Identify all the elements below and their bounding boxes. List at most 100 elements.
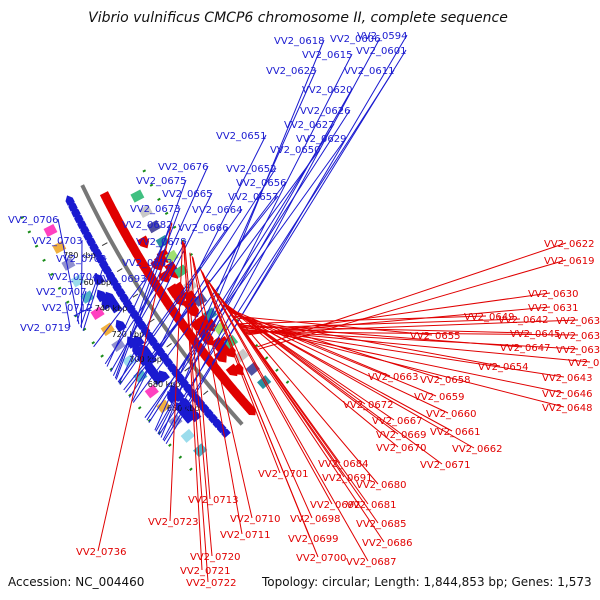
label-leader-line [210, 285, 379, 524]
forward-gene-label: VV2_0702 [56, 254, 107, 265]
forward-gene-label: VV2_0611 [344, 66, 395, 77]
tick-label: 760 kbp [78, 278, 111, 287]
forward-gene-label: VV2_0594 [357, 31, 408, 42]
tick-label: 720 kbp [112, 330, 145, 339]
label-leader-line [114, 179, 187, 379]
forward-gene-label: VV2_0626 [300, 106, 351, 117]
reverse-gene-label: VV2_0622 [544, 239, 595, 250]
reverse-gene-label: VV2_0660 [426, 409, 477, 420]
tick-mark [132, 293, 139, 298]
reverse-gene-label: VV2_0658 [420, 375, 471, 386]
forward-gene-label: VV2_0704 [48, 272, 99, 283]
reverse-gene-label: VV2_0692 [310, 500, 361, 511]
feature-block [164, 249, 179, 264]
feature-block [43, 223, 58, 237]
forward-gene-arrow [104, 291, 116, 305]
reverse-gene-label: VV2_0736 [76, 547, 127, 558]
reverse-gene-label: VV2_0661 [430, 427, 481, 438]
label-leader-line [76, 290, 87, 322]
reverse-gene-label: VV2_0632 [556, 316, 600, 327]
feature-block [144, 384, 159, 399]
forward-gene-arrow [167, 362, 178, 373]
label-leader-line [97, 222, 173, 552]
feature-block [80, 290, 95, 304]
label-leader-line [245, 319, 579, 334]
reverse-gene-label: VV2_0686 [362, 538, 413, 549]
label-leader-line [200, 268, 281, 474]
label-leader-line [82, 257, 107, 331]
reverse-gene-label: VV2_0710 [230, 514, 281, 525]
label-leader-line [110, 240, 187, 373]
reverse-gene-label: VV2_0646 [542, 389, 593, 400]
forward-gene-label: VV2_0703 [32, 236, 83, 247]
forward-gene-arrow [175, 372, 185, 383]
feature-block [193, 443, 208, 458]
reverse-gene-label: VV2_0698 [290, 514, 341, 525]
forward-gene-label: VV2_0623 [266, 66, 317, 77]
label-leader-line [57, 218, 80, 325]
reverse-gene-labels: VV2_0622 VV2_0619 VV2_0630 VV2_0631 VV2_0649… [76, 222, 600, 589]
forward-gene-label: VV2_0683 [122, 258, 173, 269]
genome-rings [19, 157, 290, 472]
label-leader-line [184, 244, 213, 557]
forward-gene-arrow [212, 418, 223, 429]
reverse-gene-label: VV2_0631 [528, 303, 579, 314]
feature-block [90, 306, 105, 321]
feature-block [180, 428, 195, 443]
label-leader-line [117, 226, 229, 383]
reverse-gene-label: VV2_0639 [568, 358, 600, 369]
forward-gene-label: VV2_0673 [130, 204, 181, 215]
forward-gene-arrow [115, 319, 127, 333]
reverse-gene-label: VV2_0713 [188, 495, 239, 506]
map-title: Vibrio vulnificus CMCP6 chromosome II, c… [88, 10, 508, 26]
tick-mark [184, 367, 190, 372]
reverse-gene-label: VV2_0662 [452, 444, 503, 455]
label-leader-line [215, 291, 379, 485]
label-leader-line [80, 239, 83, 329]
forward-gene-label: VV2_0652 [226, 164, 277, 175]
reverse-gene-label: VV2_0655 [410, 331, 461, 342]
label-leader-line [162, 37, 381, 441]
reverse-gene-arrow [99, 191, 111, 202]
reverse-gene-label: VV2_0721 [180, 566, 231, 577]
label-leader-line [132, 148, 321, 403]
accession-label: Accession: NC_004460 [8, 575, 144, 589]
label-leader-line [233, 315, 433, 336]
forward-gene-label: VV2_0676 [158, 162, 209, 173]
label-leader-line [240, 325, 565, 394]
forward-gene-label: VV2_0650 [270, 145, 321, 156]
tick-mark [116, 268, 123, 273]
label-leader-line [234, 316, 501, 367]
tick-mark [101, 242, 108, 246]
label-leader-line [257, 242, 567, 348]
feature-block [61, 257, 76, 271]
label-leader-line [104, 261, 173, 365]
reverse-gene-label: VV2_0711 [220, 530, 271, 541]
forward-gene-label: VV2_0664 [192, 205, 243, 216]
label-leader-line [148, 109, 351, 423]
label-leader-line [106, 223, 173, 367]
forward-gene-arrow [217, 423, 227, 434]
forward-gene-arrow [204, 408, 214, 419]
forward-gene-arrow [132, 344, 144, 357]
label-leader-line [128, 167, 277, 398]
label-leader-line [73, 306, 93, 317]
forward-gene-label: VV2_0666 [178, 223, 229, 234]
forward-gene-label: VV2_0606 [330, 34, 381, 45]
scale-ticks: 660 kbp 680 kbp 700 kbp 720 kbp 740 kbp 760 k… [63, 242, 209, 413]
forward-gene-arrow [158, 370, 170, 383]
forward-gene-arrow [101, 297, 113, 311]
label-leader-line [191, 256, 243, 535]
tick-label: 680 kbp [148, 380, 181, 389]
reverse-gene-label: VV2_0700 [296, 553, 347, 564]
label-leader-line [200, 270, 319, 558]
tick-label: 700 kbp [129, 355, 162, 364]
reverse-gene-label: VV2_0663 [368, 372, 419, 383]
forward-gene-label: VV2_0678 [136, 237, 187, 248]
reverse-gene-label: VV2_0684 [318, 459, 369, 470]
reverse-gene-label: VV2_0680 [356, 480, 407, 491]
forward-gene-label: VV2_0601 [356, 46, 407, 57]
reverse-gene-label: VV2_0722 [186, 578, 237, 589]
reverse-gene-label: VV2_0619 [544, 256, 595, 267]
